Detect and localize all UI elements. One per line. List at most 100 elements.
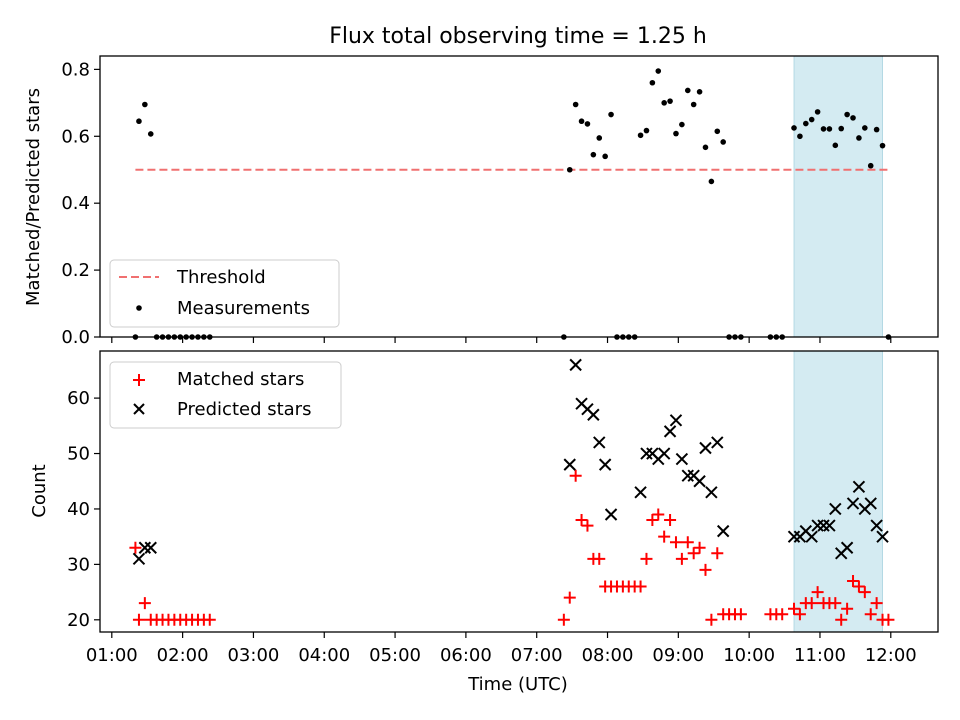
measurement-point [142, 101, 148, 108]
matched-star-point [788, 602, 801, 615]
measurement-point [649, 79, 656, 86]
top-legend: Threshold Measurements [109, 259, 340, 328]
x-tick-label: 04:00 [298, 645, 350, 666]
measurement-point [572, 101, 579, 108]
top-plot-frame [99, 55, 939, 338]
matched-star-point [669, 536, 682, 549]
predicted-star-point [563, 458, 576, 471]
matched-star-point [569, 469, 582, 482]
top-axis-ticks: 0.0 0.2 0.4 0.6 0.8 [61, 59, 892, 348]
bottom-y-tick-label: 30 [67, 554, 90, 575]
bottom-y-tick-label: 60 [67, 388, 90, 409]
bottom-y-tick-label: 20 [67, 610, 90, 631]
predicted-star-point [663, 425, 677, 438]
matched-star-point [829, 597, 842, 610]
predicted-star-point [829, 502, 842, 516]
measurement-point [578, 118, 585, 125]
matched-star-point [693, 541, 706, 554]
predicted-star-point [817, 519, 830, 532]
predicted-star-point [132, 552, 146, 566]
chart-title: Flux total observing time = 1.25 h [329, 24, 707, 49]
measurement-point [637, 132, 644, 139]
matched-star-point [835, 613, 848, 626]
predicted-star-point [852, 480, 866, 493]
measurement-point [850, 115, 856, 121]
x-tick-label: 09:00 [652, 645, 704, 666]
x-tick-label: 06:00 [440, 645, 492, 666]
measurement-point [791, 125, 797, 131]
matched-star-point [563, 591, 576, 604]
x-tick-label: 10:00 [723, 645, 775, 666]
measurement-point [590, 151, 597, 158]
matched-star-point [557, 613, 570, 626]
matched-star-point [858, 586, 871, 599]
top-legend-box [109, 259, 340, 328]
matched-star-point [634, 580, 647, 593]
observing-window-shade-bottom [793, 350, 883, 633]
predicted-star-point [138, 541, 152, 554]
measurements-series [132, 68, 892, 340]
measurement-point [808, 116, 815, 123]
legend-predicted-label: Predicted stars [177, 399, 311, 420]
legend-measurements-swatch [136, 305, 142, 311]
measurement-point [714, 128, 721, 135]
measurement-point [720, 139, 726, 145]
bottom-axis-ticks: 20 30 40 50 60 01:00 02:00 03:00 04:00 05:00 06:00… [67, 388, 917, 666]
predicted-star-point [569, 358, 582, 372]
predicted-star-point [876, 530, 889, 543]
matched-star-point [681, 536, 694, 549]
x-tick-label: 08:00 [582, 645, 634, 666]
measurement-point [673, 130, 679, 137]
matched-star-point [705, 613, 718, 626]
matched-star-point [776, 608, 789, 621]
predicted-star-point [705, 486, 718, 499]
matched-star-point [882, 613, 895, 626]
bottom-y-axis-label: Count [29, 464, 50, 517]
measurement-point [602, 153, 608, 160]
matched-star-point [640, 552, 653, 565]
measurement-point [814, 109, 821, 115]
predicted-star-point [823, 519, 836, 532]
measurement-point [608, 111, 614, 118]
matched-star-point [646, 514, 659, 527]
x-tick-label: 11:00 [794, 645, 846, 666]
predicted-star-point [805, 530, 818, 543]
measurement-point [873, 126, 880, 133]
measurement-point [643, 127, 650, 134]
legend-measurements-label: Measurements [177, 298, 310, 319]
bottom-plot-frame [99, 350, 939, 633]
predicted-star-point [811, 519, 824, 532]
matched-star-point [793, 608, 806, 621]
matched-stars-series [129, 469, 895, 626]
predicted-star-point [840, 541, 854, 554]
matched-star-point [658, 530, 671, 543]
x-axis-label: Time (UTC) [467, 674, 568, 695]
bottom-legend-box [109, 361, 342, 429]
predicted-star-point [693, 475, 706, 488]
legend-threshold-label: Threshold [176, 267, 266, 288]
measurement-point [867, 162, 874, 169]
matched-star-point [870, 597, 883, 610]
top-y-tick-label: 0.0 [61, 327, 90, 348]
predicted-star-point [699, 441, 712, 455]
top-y-tick-label: 0.8 [61, 59, 90, 80]
matched-star-point [593, 552, 606, 565]
matched-star-point [581, 519, 594, 532]
measurement-point [820, 126, 827, 132]
predicted-star-point [640, 447, 653, 460]
measurement-point [826, 126, 833, 132]
predicted-star-point [657, 447, 671, 460]
top-y-tick-label: 0.6 [61, 126, 90, 147]
predicted-star-point [716, 524, 730, 538]
measurement-point [696, 88, 703, 95]
measurement-point [584, 121, 591, 127]
matched-star-point [575, 514, 588, 527]
top-y-axis-label: Matched/Predicted stars [23, 88, 44, 306]
matched-star-point [811, 586, 824, 599]
predicted-star-point [144, 541, 157, 554]
count-panel: 20 30 40 50 60 01:00 02:00 03:00 04:00 05:00 06:00… [29, 350, 939, 695]
matched-star-point [675, 552, 688, 565]
measurement-point [832, 142, 839, 149]
measurement-point [879, 142, 886, 149]
predicted-star-point [675, 452, 689, 466]
